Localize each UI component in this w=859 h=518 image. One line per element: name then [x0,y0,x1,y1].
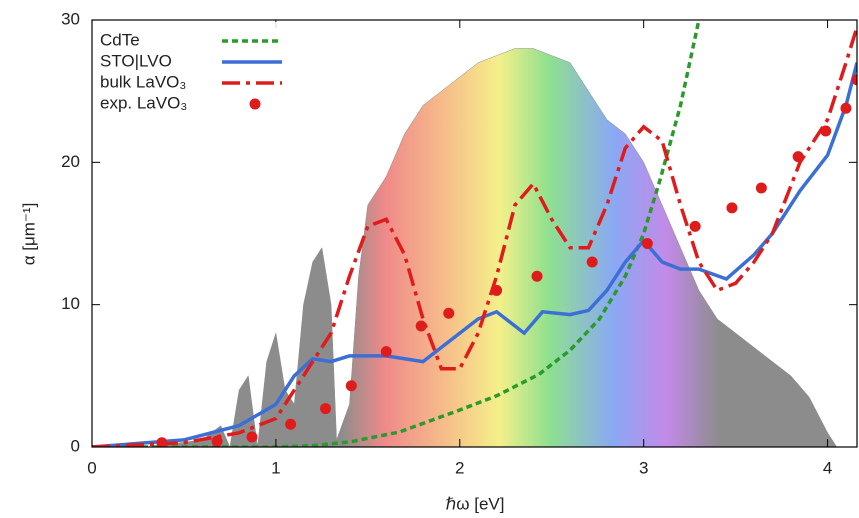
data-point [851,74,857,86]
legend-label: bulk LaVO₃ [100,72,186,91]
data-point [792,151,804,163]
data-point [211,435,223,447]
data-point [726,202,738,214]
axes: 0 1 2 3 4 0 10 20 30 [61,9,857,477]
y-tick-label: 30 [61,9,80,28]
data-point [156,437,168,447]
data-point [415,320,427,332]
x-tick-label: 4 [823,458,832,477]
series-line [92,26,857,447]
data-point [820,125,832,137]
y-tick-label: 10 [61,294,80,313]
data-point [345,380,357,392]
x-axis-label: ℏω [eV] [445,494,504,513]
x-tick-label: 0 [87,458,96,477]
x-tick-label: 2 [455,458,464,477]
data-point [641,237,653,249]
spectrum-area [147,48,838,447]
y-tick-label: 20 [61,152,80,171]
data-point [246,431,258,443]
x-tick-label: 1 [271,458,280,477]
legend-box [94,22,294,122]
legend-marker [249,98,261,110]
data-point [443,307,455,319]
frame [91,19,858,448]
data-point [586,256,598,268]
data-point [531,270,543,282]
legend-label: CdTe [100,30,140,49]
plot-area [92,20,857,447]
data-point [380,346,392,358]
data-point [755,182,767,194]
legend: CdTe STO|LVO bulk LaVO₃ exp. LaVO₃ [100,30,282,112]
series-line [92,62,857,447]
data-point [689,220,701,232]
data-point [320,403,332,415]
data-point [285,418,297,430]
y-tick-label: 0 [71,436,80,455]
y-axis-label: α [μm⁻¹] [19,203,38,266]
data-point [840,102,852,114]
series-line [92,20,701,447]
legend-label: exp. LaVO₃ [100,93,187,112]
legend-label: STO|LVO [100,51,172,70]
data-point [491,284,503,296]
x-tick-label: 3 [639,458,648,477]
